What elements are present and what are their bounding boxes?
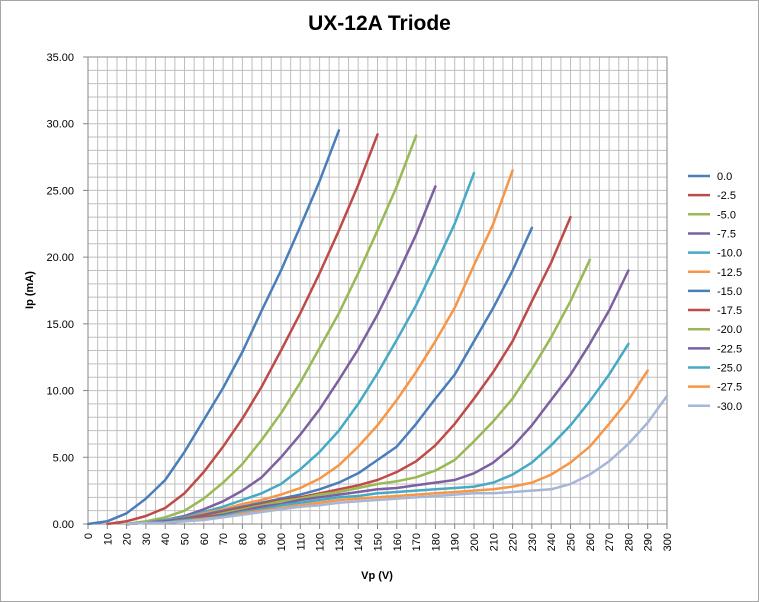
- legend: 0.0 -2.5 -5.0 -7.5 -10.0 -12.5 -15.0 -17.5 -20.0…: [688, 171, 742, 413]
- x-tick-label: 20: [122, 533, 134, 545]
- y-tick-label: 5.00: [53, 452, 74, 464]
- legend-label: -2.5: [717, 190, 736, 202]
- chart-title: UX-12A Triode: [308, 12, 451, 35]
- series-line-7: [125, 215, 572, 526]
- legend-label: -12.5: [717, 267, 742, 279]
- legend-label: -17.5: [717, 305, 742, 317]
- legend-label: -10.0: [717, 248, 742, 260]
- x-tick-label: 100: [276, 533, 288, 551]
- x-tick-label: 40: [160, 533, 172, 545]
- y-tick-label: 30.00: [46, 119, 74, 131]
- x-tick-label: 60: [199, 533, 211, 545]
- x-tick-label: 290: [643, 533, 655, 551]
- legend-label: -7.5: [717, 228, 736, 240]
- x-axis-label: Vp (V): [361, 570, 393, 582]
- x-tick-label: 110: [295, 533, 307, 551]
- x-tick-label: 170: [411, 533, 423, 551]
- x-tick-label: 280: [623, 533, 635, 551]
- x-tick-label: 50: [180, 533, 192, 545]
- y-tick-label: 10.00: [46, 386, 74, 398]
- series-line-0: [86, 129, 341, 526]
- x-tick-label: 90: [257, 533, 269, 545]
- y-tick-label: 0.00: [53, 519, 74, 531]
- y-tick-label: 25.00: [46, 185, 74, 197]
- x-tick-label: 210: [488, 533, 500, 551]
- x-tick-label: 140: [353, 533, 365, 551]
- x-tick-label: 260: [585, 533, 597, 551]
- x-tick-label: 150: [373, 533, 385, 551]
- y-axis-ticks: 0.00 5.00 10.00 15.00 20.00 25.00 30.00 35.00: [46, 52, 88, 531]
- x-tick-label: 80: [237, 533, 249, 545]
- x-tick-label: 270: [604, 533, 616, 551]
- x-tick-label: 180: [430, 533, 442, 551]
- series-line-4: [125, 171, 476, 526]
- y-tick-label: 20.00: [46, 252, 74, 264]
- x-tick-label: 30: [141, 533, 153, 545]
- x-tick-label: 70: [218, 533, 230, 545]
- series-line-9: [125, 269, 630, 526]
- legend-label: -30.0: [717, 401, 742, 413]
- x-tick-label: 130: [334, 533, 346, 551]
- x-tick-label: 230: [527, 533, 539, 551]
- x-tick-label: 200: [469, 533, 481, 551]
- series-layer: [86, 129, 669, 526]
- x-tick-label: 120: [315, 533, 327, 551]
- x-tick-label: 10: [102, 533, 114, 545]
- legend-label: 0.0: [717, 171, 732, 183]
- y-tick-label: 15.00: [46, 319, 74, 331]
- legend-label: -15.0: [717, 286, 742, 298]
- x-tick-label: 250: [566, 533, 578, 551]
- legend-label: -27.5: [717, 382, 742, 394]
- x-tick-label: 240: [546, 533, 558, 551]
- legend-label: -25.0: [717, 363, 742, 375]
- x-tick-label: 160: [392, 533, 404, 551]
- legend-label: -20.0: [717, 324, 742, 336]
- legend-label: -5.0: [717, 209, 736, 221]
- y-tick-label: 35.00: [46, 52, 74, 64]
- y-axis-label: Ip (mA): [24, 271, 36, 309]
- x-axis-ticks: 0 10 20 30 40 50 60 70 80 90 100 110 120 130 140 150 160…: [83, 524, 674, 551]
- x-tick-label: 220: [508, 533, 520, 551]
- legend-label: -22.5: [717, 343, 742, 355]
- series-line-2: [125, 134, 418, 526]
- x-tick-label: 300: [662, 533, 674, 551]
- x-tick-label: 190: [450, 533, 462, 551]
- series-line-12: [125, 394, 669, 526]
- x-tick-label: 0: [83, 533, 95, 539]
- series-line-1: [106, 133, 379, 526]
